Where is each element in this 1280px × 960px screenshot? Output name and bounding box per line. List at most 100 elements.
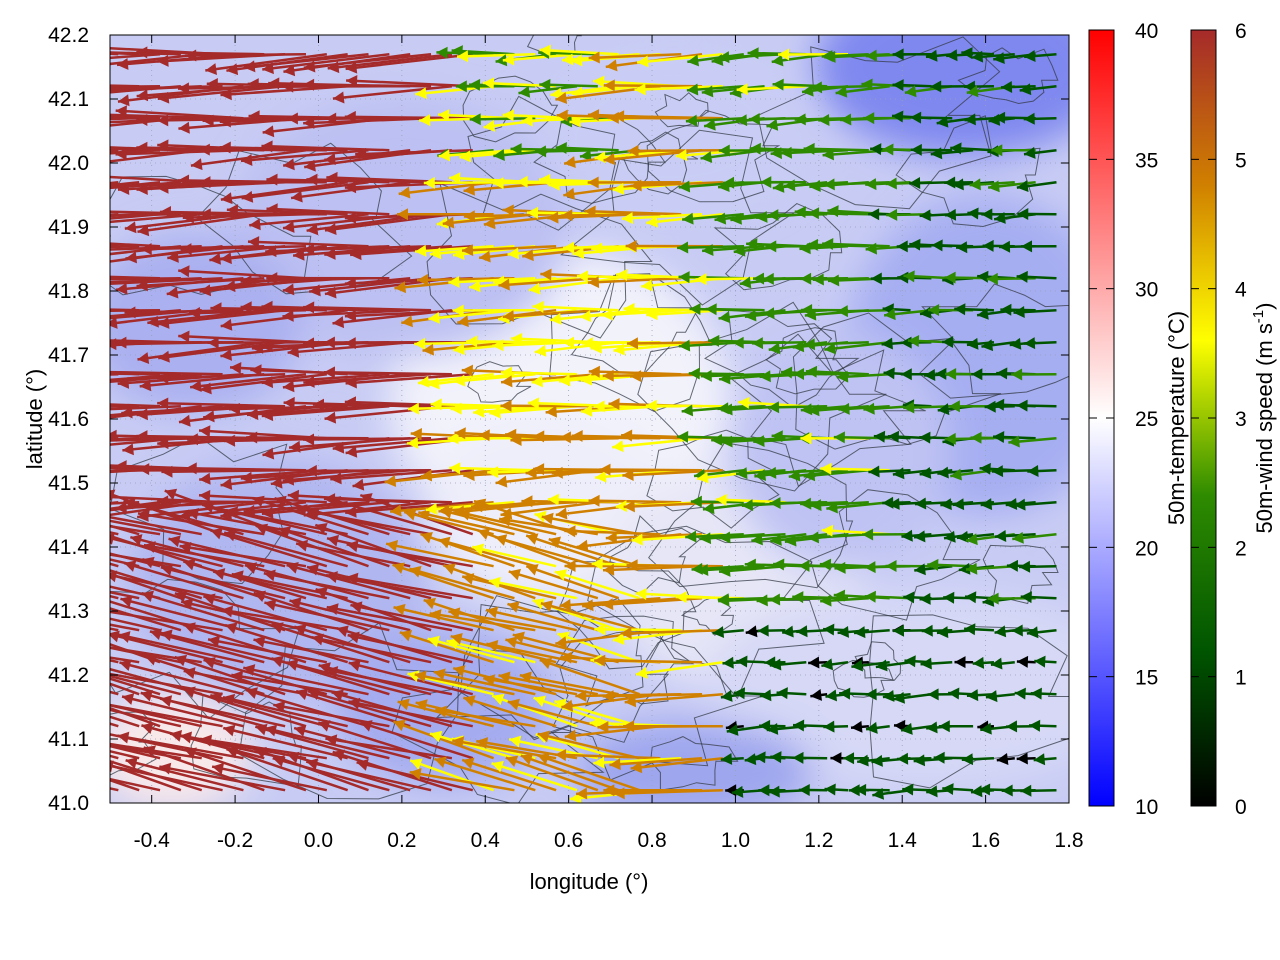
wind-vector-shaft	[537, 754, 640, 792]
wind-vector	[483, 674, 578, 696]
wind-vector-head	[124, 306, 136, 319]
wind-vector-head	[784, 534, 797, 547]
wind-vector-head	[919, 467, 932, 479]
wind-vector-head	[85, 244, 96, 256]
wind-vector-head	[891, 110, 904, 123]
wind-vector-head	[557, 631, 570, 643]
wind-vector-head	[721, 435, 733, 448]
wind-vector-head	[53, 443, 64, 455]
wind-vector	[110, 500, 119, 505]
wind-vector-shaft	[264, 601, 390, 632]
wind-vector-head	[804, 308, 817, 321]
wind-vector-head	[954, 303, 966, 316]
wind-vector-head	[778, 48, 790, 61]
wind-vector	[345, 500, 473, 518]
wind-vector	[996, 753, 1015, 765]
wind-vector-shaft	[433, 757, 536, 792]
wind-vector	[477, 528, 578, 568]
wind-vector-head	[124, 221, 137, 234]
wind-vector	[433, 668, 536, 696]
wind-vector-head	[549, 312, 562, 325]
wind-vector	[262, 52, 390, 75]
wind-vector-head	[977, 307, 989, 320]
wind-vector	[719, 531, 786, 544]
wind-vector-head	[95, 206, 106, 218]
wind-vector-head	[564, 729, 577, 742]
wind-vector-shaft	[305, 468, 432, 473]
wind-vector-head	[323, 493, 336, 506]
wind-vector-head	[603, 79, 615, 92]
wind-vector-head	[240, 275, 252, 288]
wind-vector-head	[0, 234, 11, 246]
wind-vector-head	[1023, 146, 1036, 159]
wind-vector-head	[33, 82, 44, 94]
wind-vector-head	[822, 148, 835, 161]
wind-vector-head	[450, 402, 462, 415]
wind-vector	[325, 666, 453, 696]
wind-vector-head	[773, 558, 785, 571]
wind-vector-head	[226, 746, 239, 759]
wind-vector	[110, 148, 161, 155]
wind-vector-head	[312, 398, 325, 411]
wind-vector-head	[559, 431, 571, 444]
wind-vector	[110, 404, 181, 411]
wind-vector-head	[346, 74, 358, 87]
wind-vector-head	[590, 341, 602, 354]
wind-vector-head	[264, 599, 277, 611]
wind-vector-head	[747, 47, 759, 60]
wind-vector-head	[541, 512, 554, 525]
wind-vector-head	[324, 223, 337, 235]
wind-vector-head	[482, 77, 495, 90]
wind-vector-head	[944, 432, 956, 445]
wind-vector-head	[115, 460, 127, 473]
wind-vector-shaft	[212, 570, 328, 600]
wind-vector	[961, 753, 995, 766]
wind-vector-head	[495, 534, 508, 546]
wind-vector-shaft	[327, 52, 453, 70]
wind-vector	[427, 635, 515, 664]
wind-vector-head	[772, 78, 784, 91]
wind-vector-head	[936, 626, 949, 639]
wind-vector-head	[677, 430, 689, 443]
wind-vector	[356, 759, 474, 792]
wind-speed-colorbar-label: 50m-wind speed (m s-1)	[1250, 303, 1277, 534]
colorbar-tick-label: 20	[1135, 537, 1158, 560]
wind-vector-head	[835, 85, 848, 98]
wind-vector-shaft	[324, 212, 453, 232]
wind-vector-head	[287, 489, 300, 502]
wind-vector	[685, 114, 744, 127]
wind-vector	[540, 600, 640, 632]
wind-vector-head	[820, 462, 832, 475]
temperature-patch	[729, 331, 950, 571]
wind-vector-head	[303, 301, 315, 314]
wind-vector-head	[95, 491, 106, 503]
wind-vector-head	[261, 340, 273, 353]
wind-vector-head	[124, 560, 137, 572]
wind-vector	[796, 625, 828, 638]
wind-vector-head	[872, 787, 885, 800]
wind-vector-head	[505, 428, 517, 441]
wind-vector-shaft	[540, 602, 640, 632]
wind-vector	[324, 212, 453, 235]
wind-vector-head	[345, 376, 357, 389]
wind-vector-head	[332, 91, 345, 104]
wind-vector-shaft	[525, 534, 620, 568]
wind-vector-head	[780, 366, 793, 379]
wind-vector-head	[125, 757, 138, 769]
wind-vector	[417, 372, 494, 388]
wind-vector	[875, 659, 911, 672]
wind-vector	[489, 404, 578, 419]
wind-vector-head	[646, 308, 658, 321]
wind-vector-shaft	[588, 52, 682, 60]
wind-vector-head	[336, 625, 349, 638]
wind-vector-head	[966, 85, 979, 98]
wind-vector	[110, 659, 119, 664]
wind-vector-head	[801, 84, 814, 97]
wind-vector-shaft	[110, 84, 161, 89]
wind-vector-head	[919, 209, 931, 222]
wind-vector	[491, 693, 578, 728]
wind-vector-shaft	[253, 591, 369, 632]
wind-vector-head	[202, 114, 214, 127]
wind-vector-shaft	[136, 276, 265, 288]
wind-vector-head	[14, 189, 26, 201]
